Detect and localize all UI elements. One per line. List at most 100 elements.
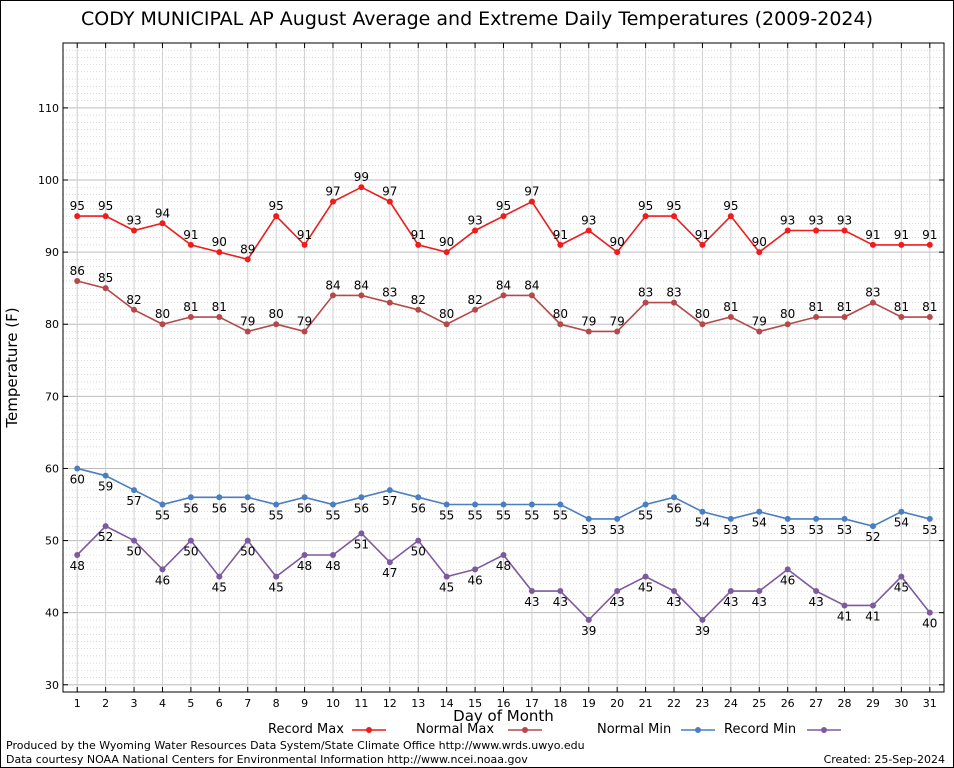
data-label-record-min: 47: [382, 566, 397, 580]
data-point-normal-min: [528, 501, 535, 508]
x-tick-label: 30: [894, 697, 908, 710]
data-label-normal-max: 81: [808, 300, 823, 314]
data-point-record-max: [358, 184, 365, 191]
data-label-normal-max: 81: [837, 300, 852, 314]
x-tick-label: 31: [923, 697, 937, 710]
data-label-record-max: 93: [780, 213, 795, 227]
data-point-normal-min: [727, 515, 734, 522]
data-point-normal-max: [614, 328, 621, 335]
data-label-normal-max: 83: [666, 286, 681, 300]
data-label-normal-min: 55: [155, 509, 170, 523]
x-tick-label: 26: [781, 697, 795, 710]
data-label-record-min: 45: [269, 581, 284, 595]
data-point-normal-max: [813, 314, 820, 321]
x-tick-label: 25: [752, 697, 766, 710]
data-label-record-max: 97: [325, 185, 340, 199]
data-label-normal-max: 82: [411, 293, 426, 307]
data-point-record-min: [329, 551, 336, 558]
data-point-normal-max: [415, 306, 422, 313]
data-point-normal-min: [131, 487, 138, 494]
data-point-record-max: [528, 198, 535, 205]
data-point-normal-min: [500, 501, 507, 508]
legend-normal-min: Normal Min: [597, 722, 737, 740]
data-label-record-min: 50: [240, 545, 255, 559]
data-point-normal-max: [216, 314, 223, 321]
data-point-normal-min: [216, 494, 223, 501]
x-tick-label: 22: [667, 697, 681, 710]
data-label-normal-max: 83: [382, 286, 397, 300]
data-label-normal-max: 80: [695, 307, 710, 321]
data-label-normal-min: 55: [638, 509, 653, 523]
data-point-record-min: [472, 566, 479, 573]
data-label-normal-min: 55: [439, 509, 454, 523]
data-point-normal-min: [671, 494, 678, 501]
legend-record-min: Record Min: [724, 722, 864, 740]
data-point-record-min: [244, 537, 251, 544]
data-point-record-min: [74, 551, 81, 558]
x-tick-label: 21: [639, 697, 653, 710]
x-tick-label: 9: [301, 697, 308, 710]
y-axis-label: Temperature (F): [3, 307, 21, 428]
data-label-record-max: 91: [553, 228, 568, 242]
data-point-normal-max: [727, 314, 734, 321]
data-label-normal-min: 55: [325, 509, 340, 523]
data-point-record-max: [898, 241, 905, 248]
data-point-normal-max: [841, 314, 848, 321]
x-tick-label: 13: [411, 697, 425, 710]
data-point-record-min: [500, 551, 507, 558]
x-tick-label: 5: [187, 697, 194, 710]
data-point-record-max: [102, 213, 109, 220]
data-point-record-max: [216, 249, 223, 256]
data-label-record-min: 43: [610, 595, 625, 609]
data-point-record-min: [869, 602, 876, 609]
legend-record-max: Record Max: [268, 722, 408, 740]
data-label-record-min: 43: [524, 595, 539, 609]
data-point-record-min: [187, 537, 194, 544]
data-point-normal-max: [273, 321, 280, 328]
data-point-record-min: [614, 588, 621, 595]
data-label-normal-min: 53: [723, 523, 738, 537]
data-label-normal-max: 84: [325, 278, 340, 292]
data-label-normal-min: 55: [524, 509, 539, 523]
data-label-normal-max: 86: [70, 264, 85, 278]
data-label-normal-min: 56: [297, 501, 312, 515]
data-label-record-max: 95: [98, 199, 113, 213]
data-point-record-max: [614, 249, 621, 256]
data-point-normal-max: [642, 299, 649, 306]
data-label-record-max: 90: [439, 235, 454, 249]
data-label-normal-max: 81: [183, 300, 198, 314]
data-point-record-max: [869, 241, 876, 248]
data-point-record-min: [386, 559, 393, 566]
data-label-normal-min: 56: [183, 501, 198, 515]
y-tick-label: 100: [38, 174, 59, 187]
data-point-record-max: [557, 241, 564, 248]
data-label-record-min: 48: [325, 559, 340, 573]
data-point-record-max: [159, 220, 166, 227]
x-tick-label: 20: [610, 697, 624, 710]
data-label-record-min: 45: [638, 581, 653, 595]
data-point-normal-min: [415, 494, 422, 501]
data-point-record-min: [159, 566, 166, 573]
data-label-record-min: 50: [126, 545, 141, 559]
data-point-record-max: [671, 213, 678, 220]
data-label-normal-max: 80: [439, 307, 454, 321]
data-label-record-min: 48: [297, 559, 312, 573]
data-point-normal-min: [699, 508, 706, 515]
x-tick-label: 12: [383, 697, 397, 710]
x-tick-label: 24: [724, 697, 738, 710]
data-label-record-max: 91: [695, 228, 710, 242]
data-label-record-max: 94: [155, 206, 170, 220]
data-point-record-max: [443, 249, 450, 256]
data-point-normal-max: [756, 328, 763, 335]
data-point-normal-max: [386, 299, 393, 306]
data-label-normal-min: 56: [212, 501, 227, 515]
data-point-normal-min: [898, 508, 905, 515]
data-label-record-max: 90: [212, 235, 227, 249]
x-tick-label: 23: [695, 697, 709, 710]
data-point-record-max: [472, 227, 479, 234]
data-label-normal-min: 54: [752, 516, 767, 530]
data-point-record-max: [841, 227, 848, 234]
data-label-record-min: 41: [865, 609, 880, 623]
y-tick-label: 90: [45, 246, 59, 259]
